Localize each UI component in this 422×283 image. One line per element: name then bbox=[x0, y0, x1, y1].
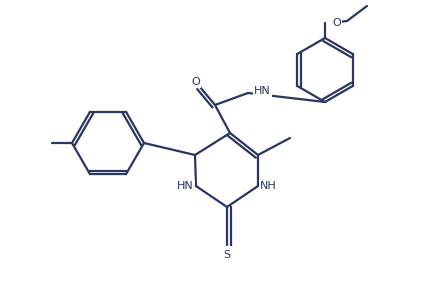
Text: O: O bbox=[192, 77, 200, 87]
Text: HN: HN bbox=[177, 181, 194, 191]
Text: S: S bbox=[223, 250, 230, 260]
Text: O: O bbox=[332, 18, 341, 28]
Text: NH: NH bbox=[260, 181, 277, 191]
Text: HN: HN bbox=[254, 86, 271, 96]
